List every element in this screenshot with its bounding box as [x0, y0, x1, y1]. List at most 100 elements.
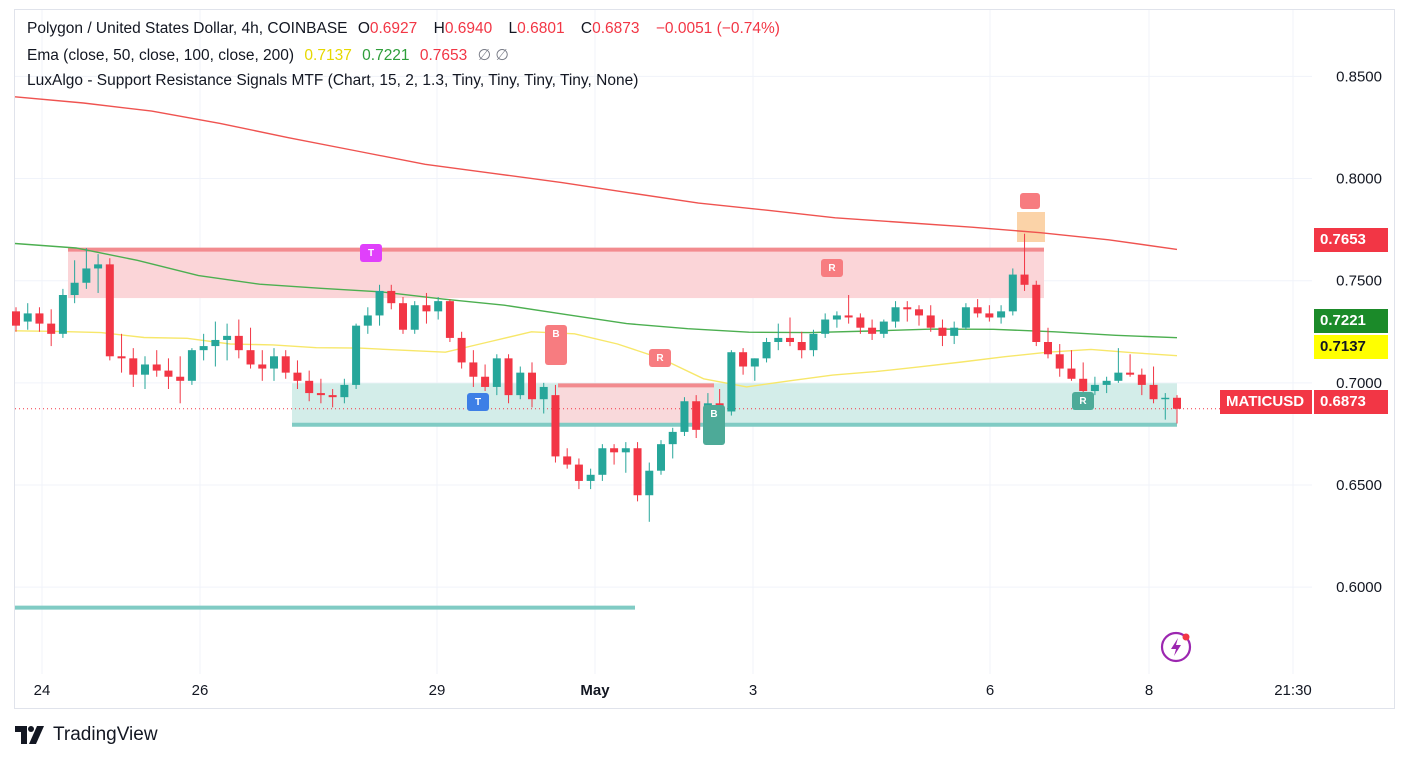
candle-body	[1020, 274, 1029, 285]
candle	[739, 348, 748, 375]
candle	[399, 297, 407, 334]
candle	[12, 307, 20, 332]
price-axis[interactable]: 0.8500 0.8000 0.7500 0.7000 0.6500 0.6000	[1336, 68, 1382, 596]
candle	[1032, 280, 1041, 347]
candle	[762, 337, 771, 363]
candle	[258, 350, 267, 381]
candle-body	[528, 372, 536, 400]
candle	[750, 358, 759, 381]
candle	[117, 333, 126, 373]
candle-body	[668, 431, 677, 445]
candle	[856, 313, 865, 334]
candle-body	[1055, 354, 1064, 369]
candle	[457, 331, 466, 369]
candle	[352, 323, 361, 389]
candle	[1173, 395, 1181, 424]
candle-body	[492, 358, 501, 387]
candle	[1044, 327, 1052, 359]
candle-body	[1067, 368, 1076, 379]
candle-body	[1044, 342, 1052, 355]
ema-label: Ema (close, 50, close, 100, close, 200)	[27, 47, 295, 64]
candle-body	[47, 323, 56, 334]
x-tick-label: 29	[429, 682, 446, 699]
support-resistance-zones	[15, 212, 1312, 610]
highlight-box	[1017, 212, 1045, 242]
candle	[551, 384, 560, 463]
time-axis[interactable]: 24 26 29 May 3 6 8 21:30	[34, 682, 1312, 699]
candle-body	[985, 313, 994, 318]
candle	[1008, 268, 1017, 316]
tradingview-logo-icon	[15, 726, 44, 744]
candle	[58, 288, 67, 338]
candle	[469, 350, 478, 387]
candle	[70, 260, 79, 304]
candle	[997, 305, 1006, 324]
candle-body	[94, 264, 103, 269]
luxalgo-legend[interactable]: LuxAlgo - Support Resistance Signals MTF…	[27, 72, 644, 90]
signal-marker: R	[1072, 392, 1094, 410]
candle-body	[727, 352, 736, 412]
candle	[961, 303, 970, 330]
ema50-value: 0.7137	[304, 47, 352, 64]
candle-body	[692, 401, 701, 430]
candle	[868, 319, 877, 340]
symbol-legend[interactable]: Polygon / United States Dollar, 4h, COIN…	[27, 20, 786, 38]
candle	[633, 442, 642, 502]
signal-badge	[649, 349, 671, 367]
tradingview-brand[interactable]: TradingView	[15, 724, 158, 746]
candle	[305, 370, 314, 402]
x-tick-label: 3	[749, 682, 757, 699]
candle-body	[129, 358, 138, 375]
signal-label: B	[552, 329, 559, 340]
candle-body	[1149, 384, 1158, 400]
candle-body	[657, 444, 665, 471]
candle	[387, 284, 396, 310]
candle-body	[504, 358, 513, 396]
candle	[35, 307, 44, 332]
signal-badge	[821, 259, 843, 277]
ema-legend[interactable]: Ema (close, 50, close, 100, close, 200) …	[27, 46, 515, 65]
candle-body	[223, 335, 232, 340]
candle-body	[176, 376, 185, 381]
candle	[504, 354, 513, 404]
symbol-title: Polygon / United States Dollar, 4h, COIN…	[27, 20, 348, 37]
ema-lines	[14, 96, 1178, 388]
lightning-icon[interactable]	[1160, 631, 1192, 663]
candle	[422, 292, 431, 324]
candle-body	[621, 448, 630, 453]
candle-body	[563, 456, 572, 465]
candle	[434, 297, 443, 320]
candle-body	[797, 342, 806, 351]
candle	[926, 305, 935, 332]
x-tick-label: 6	[986, 682, 994, 699]
signal-badge	[1072, 392, 1094, 410]
ohlc-high: H0.6940	[433, 20, 493, 37]
brand-name: TradingView	[53, 724, 158, 745]
candle-body	[445, 301, 454, 338]
candle	[47, 309, 56, 347]
candle-body	[821, 319, 830, 334]
candle-body	[1126, 372, 1135, 375]
candle-body	[187, 350, 196, 381]
candle-body	[832, 315, 841, 320]
lower-resistance-zone	[558, 385, 714, 425]
candle-body	[305, 380, 314, 394]
candle-body	[141, 364, 149, 375]
candle	[94, 254, 103, 293]
candle-body	[58, 295, 67, 334]
candle	[1055, 344, 1064, 377]
signal-label: R	[1079, 396, 1087, 407]
y-tick-label: 0.8000	[1336, 171, 1382, 188]
top-signal-badge	[1020, 193, 1040, 209]
candle-body	[551, 395, 560, 457]
candle	[152, 350, 161, 377]
ema100-value: 0.7221	[362, 47, 410, 64]
x-tick-label: May	[580, 682, 610, 699]
signal-marker: B	[545, 325, 567, 365]
candle-body	[375, 290, 384, 316]
candle-body	[633, 448, 642, 496]
signal-marker: T	[467, 393, 489, 411]
candle-body	[1114, 372, 1123, 381]
candle-body	[1090, 384, 1099, 392]
